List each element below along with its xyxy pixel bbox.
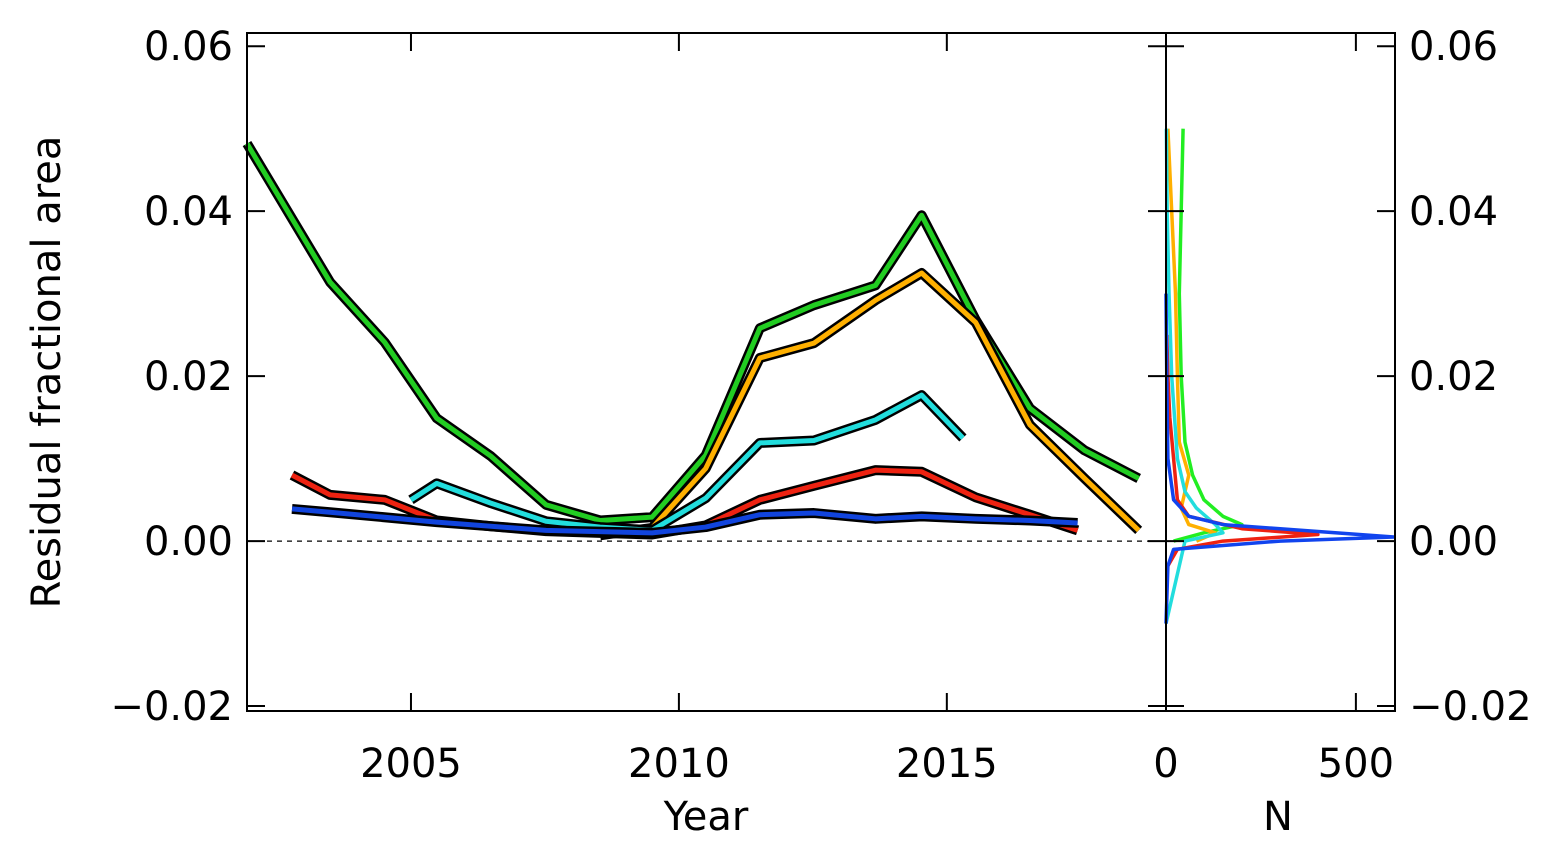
series-line (291, 506, 1078, 536)
x-tick-label: 2005 (360, 741, 462, 787)
x-tick-label: 500 (1318, 741, 1394, 787)
y-tick-label: 0.00 (144, 519, 233, 565)
plot-frame (246, 32, 1167, 712)
x-tick-label: 2015 (896, 741, 998, 787)
y-tick-label-right: −0.02 (1409, 684, 1532, 730)
y-tick-label-right: 0.02 (1409, 354, 1498, 400)
y-tick-label-right: 0.00 (1409, 519, 1498, 565)
x-tick-label: 2010 (628, 741, 730, 787)
hist-x-axis-label: N (1263, 794, 1293, 840)
histogram-line (1166, 128, 1218, 543)
x-tick-label: 0 (1153, 741, 1178, 787)
y-tick-label: 0.04 (144, 189, 233, 235)
y-tick-label: 0.02 (144, 354, 233, 400)
series-line (409, 392, 965, 533)
plot-frame (1165, 32, 1396, 712)
x-axis-label: Year (663, 794, 749, 840)
series-outline (242, 140, 1141, 526)
y-tick-label: 0.06 (144, 24, 233, 70)
y-axis-label: Residual fractional area (24, 136, 70, 609)
y-tick-label-right: 0.06 (1409, 24, 1498, 70)
histogram-line (1164, 128, 1225, 624)
y-tick-label: −0.02 (110, 684, 233, 730)
series-line (599, 270, 1141, 538)
histogram-line (1164, 293, 1396, 624)
y-tick-label-right: 0.04 (1409, 189, 1498, 235)
